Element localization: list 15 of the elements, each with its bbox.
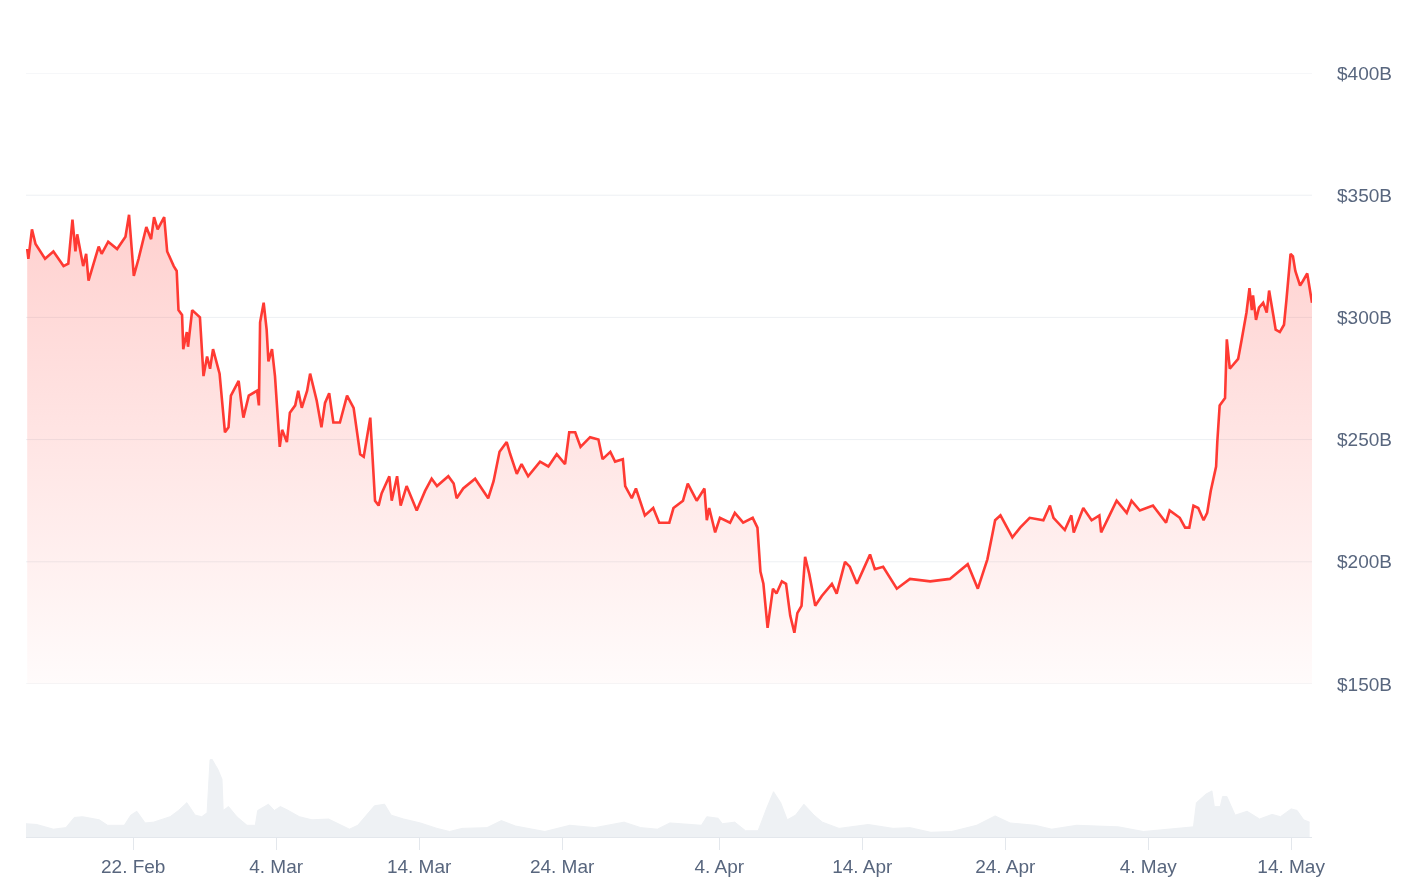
x-tick-label: 22. Feb — [101, 855, 166, 877]
x-tick-label: 14. Mar — [386, 855, 452, 877]
x-tick-label: 14. May — [1257, 855, 1326, 877]
y-tick-label: $150B — [1337, 673, 1392, 695]
y-tick-label: $250B — [1337, 429, 1392, 451]
y-tick-label: $400B — [1337, 62, 1392, 84]
x-tick-label: 14. Apr — [832, 855, 894, 877]
x-tick-label: 4. Apr — [694, 855, 745, 877]
x-tick-label: 24. Mar — [529, 855, 595, 877]
y-tick-label: $300B — [1337, 307, 1392, 329]
y-tick-label: $350B — [1337, 184, 1392, 206]
x-tick-label: 4. May — [1119, 855, 1178, 877]
y-tick-label: $200B — [1337, 551, 1392, 573]
x-tick-label: 24. Apr — [975, 855, 1037, 877]
x-tick-label: 4. Mar — [249, 855, 304, 877]
